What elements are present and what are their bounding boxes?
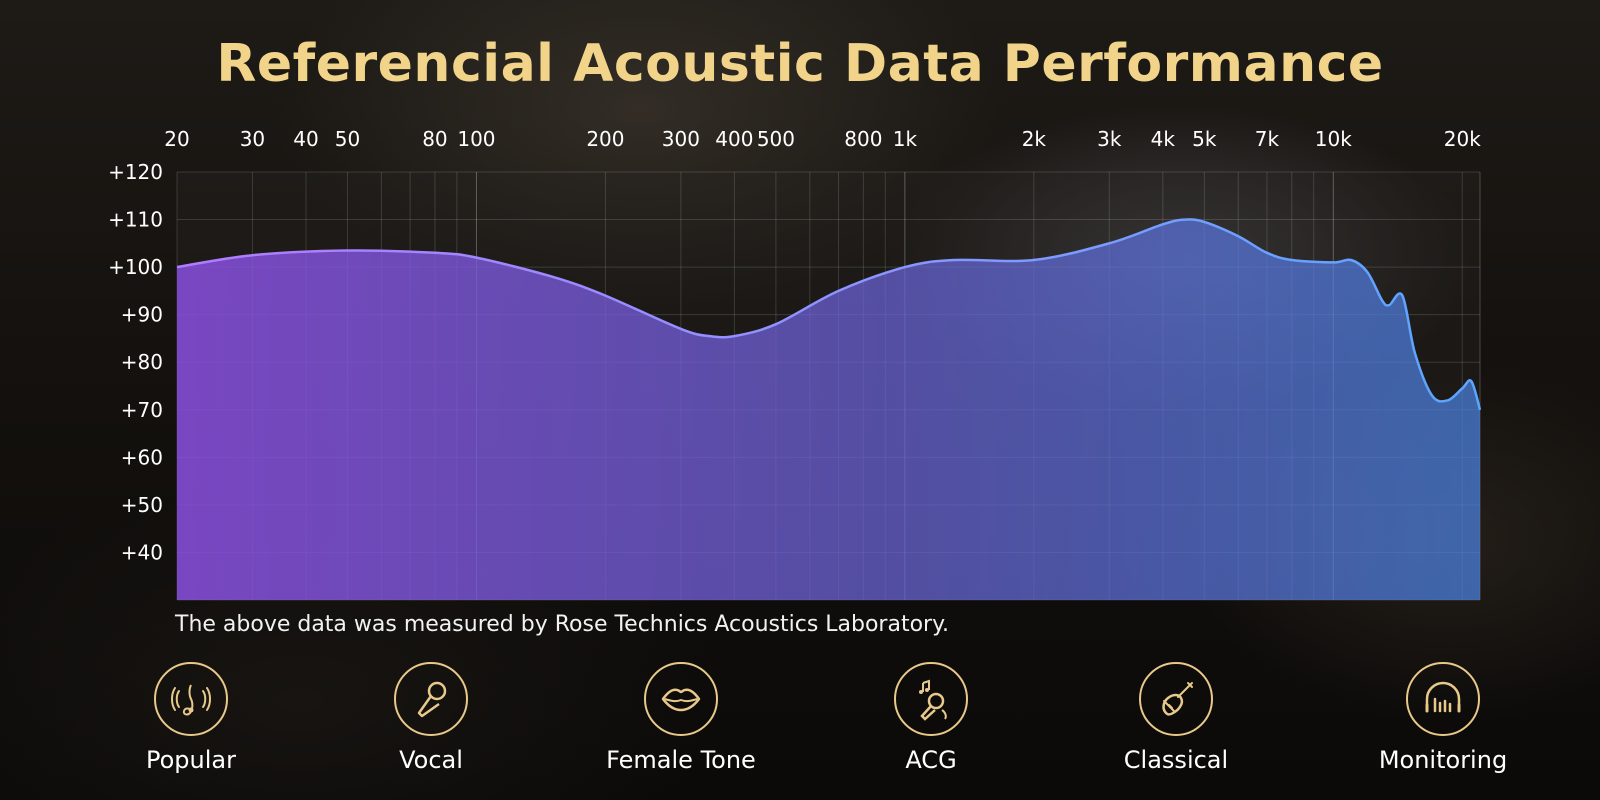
headphones-icon bbox=[1406, 662, 1480, 736]
x-tick-label: 500 bbox=[757, 127, 795, 151]
y-tick-label: +40 bbox=[121, 540, 163, 564]
response-line bbox=[176, 218, 1482, 411]
y-tick-label: +50 bbox=[121, 493, 163, 517]
x-tick-label: 10k bbox=[1315, 127, 1352, 151]
response-area bbox=[177, 219, 1480, 600]
x-tick-label: 800 bbox=[844, 127, 882, 151]
y-tick-label: +110 bbox=[108, 208, 163, 232]
music-note-icon bbox=[154, 662, 228, 736]
microphone-icon bbox=[394, 662, 468, 736]
x-tick-label: 5k bbox=[1192, 127, 1217, 151]
x-tick-label: 3k bbox=[1097, 127, 1122, 151]
genre-monitoring: Monitoring bbox=[1343, 662, 1543, 774]
pipa-instrument-icon bbox=[1139, 662, 1213, 736]
x-tick-label: 20 bbox=[164, 127, 189, 151]
genre-acg: ACG bbox=[831, 662, 1031, 774]
genre-label: Vocal bbox=[399, 746, 463, 774]
y-tick-label: +70 bbox=[121, 398, 163, 422]
x-tick-label: 4k bbox=[1151, 127, 1176, 151]
x-tick-label: 20k bbox=[1444, 127, 1481, 151]
x-tick-label: 80 bbox=[422, 127, 447, 151]
x-tick-label: 7k bbox=[1255, 127, 1280, 151]
x-tick-label: 200 bbox=[586, 127, 624, 151]
lips-icon bbox=[644, 662, 718, 736]
x-tick-label: 40 bbox=[293, 127, 318, 151]
y-tick-label: +80 bbox=[121, 350, 163, 374]
y-tick-label: +90 bbox=[121, 303, 163, 327]
genre-female-tone: Female Tone bbox=[581, 662, 781, 774]
genre-label: Popular bbox=[146, 746, 236, 774]
y-tick-label: +120 bbox=[108, 160, 163, 184]
genre-label: Monitoring bbox=[1378, 746, 1508, 774]
genre-label: Classical bbox=[1123, 746, 1229, 774]
genre-vocal: Vocal bbox=[331, 662, 531, 774]
genre-popular: Popular bbox=[91, 662, 291, 774]
genre-label: Female Tone bbox=[606, 746, 756, 774]
genre-classical: Classical bbox=[1076, 662, 1276, 774]
x-tick-label: 2k bbox=[1022, 127, 1047, 151]
y-tick-label: +60 bbox=[121, 445, 163, 469]
genre-label: ACG bbox=[905, 746, 957, 774]
page-title: Referencial Acoustic Data Performance bbox=[216, 34, 1384, 94]
y-tick-label: +100 bbox=[108, 255, 163, 279]
x-tick-label: 300 bbox=[662, 127, 700, 151]
x-tick-label: 30 bbox=[240, 127, 265, 151]
measurement-note: The above data was measured by Rose Tech… bbox=[175, 612, 949, 637]
x-tick-label: 400 bbox=[715, 127, 753, 151]
karaoke-mic-icon bbox=[894, 662, 968, 736]
x-tick-label: 1k bbox=[893, 127, 918, 151]
x-tick-label: 100 bbox=[457, 127, 495, 151]
x-tick-label: 50 bbox=[335, 127, 360, 151]
